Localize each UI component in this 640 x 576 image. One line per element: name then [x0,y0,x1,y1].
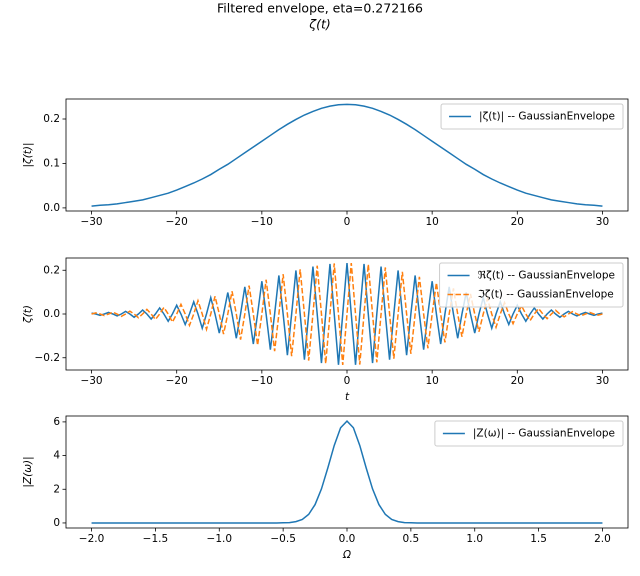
x-tick-label: −30 [80,375,102,387]
x-tick-label: 0 [344,375,351,387]
series-line [91,419,603,524]
x-tick-label: −20 [166,216,188,228]
series-line [91,103,603,207]
y-tick-label: 0.2 [43,113,60,125]
y-tick-label: 0.0 [43,308,60,320]
x-tick-label: 1.0 [466,533,483,545]
x-tick-label: −30 [80,216,102,228]
legend: |ζ(t)| -- GaussianEnvelope [440,103,624,130]
x-tick-label: −1.5 [143,533,169,545]
x-tick-label: 30 [596,375,609,387]
x-tick-label: 2.0 [594,533,611,545]
x-tick-label: 20 [511,216,524,228]
x-tick-label: 0.5 [403,533,420,545]
x-tick-label: 10 [425,216,438,228]
x-tick-label: 30 [596,216,609,228]
axes-frame [65,415,629,529]
axes: −30 −20 −10 0 10 20 30 −0.2 0.0 0.2 ζ(t) t ℜζ(t) -- … [22,257,629,403]
legend-label: |ζ(t)| -- GaussianEnvelope [479,111,615,123]
x-axis-label: Ω [342,549,351,561]
x-tick-label: −10 [251,216,273,228]
x-tick-label: 0 [344,216,351,228]
y-axis-label: |Z(ω)| [22,456,34,487]
figure-subtitle: ζ(t) [308,17,330,32]
axes: −30 −20 −10 0 10 20 30 0.0 0.1 0.2 |ζ(t)| |ζ(t)| --… [22,98,629,228]
axes: −2.0 −1.5 −1.0 −0.5 0.0 0.5 1.0 1.5 2.0 0 2 4 6 |Z(ω)… [22,415,629,561]
axes-frame [65,257,629,371]
y-tick-label: 0.0 [43,202,60,214]
y-tick-label: 0 [53,517,60,529]
axes-frame [65,98,629,212]
legend-label: ℜζ(t) -- GaussianEnvelope [478,270,615,282]
x-tick-label: 20 [511,375,524,387]
x-tick-label: 0.0 [339,533,356,545]
legend: ℜζ(t) -- GaussianEnvelope ℑζ(t) -- Gaussi… [439,262,624,308]
x-tick-label: −2.0 [79,533,105,545]
x-tick-label: 10 [425,375,438,387]
y-tick-label: −0.2 [35,352,61,364]
y-axis-label: ζ(t) [22,305,34,324]
x-tick-label: −10 [251,375,273,387]
y-tick-label: 4 [53,450,60,462]
x-tick-label: −0.5 [270,533,296,545]
x-tick-label: −20 [166,375,188,387]
legend-box [440,103,624,130]
x-axis-label: t [345,391,350,403]
y-tick-label: 0.1 [43,157,60,169]
legend: |Z(ω)| -- GaussianEnvelope [434,420,624,447]
legend-box [434,420,624,447]
y-axis-label: |ζ(t)| [22,142,34,167]
figure-title: Filtered envelope, eta=0.272166 [217,1,423,16]
y-tick-label: 6 [53,416,60,428]
legend-label: ℑζ(t) -- GaussianEnvelope [478,289,614,301]
x-tick-label: 1.5 [530,533,547,545]
x-tick-label: −1.0 [207,533,233,545]
legend-box [439,262,624,308]
legend-label: |Z(ω)| -- GaussianEnvelope [473,428,615,440]
series-line [91,262,603,366]
y-tick-label: 2 [53,483,60,495]
y-tick-label: 0.2 [43,264,60,276]
